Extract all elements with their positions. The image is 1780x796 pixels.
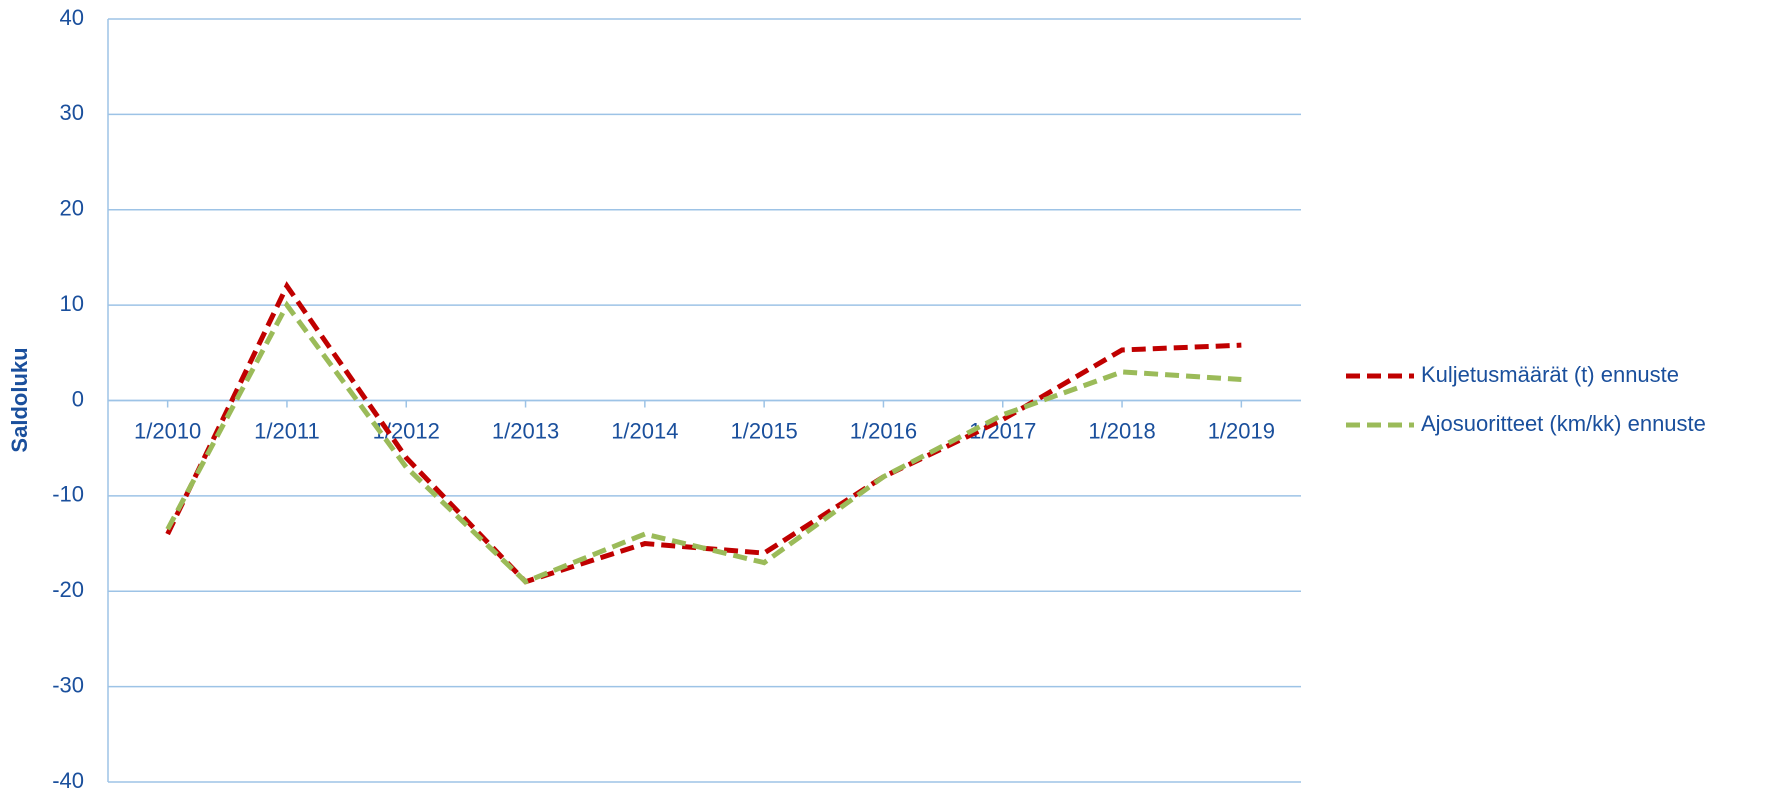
x-tick-label: 1/2010 bbox=[134, 418, 201, 443]
x-tick-label: 1/2018 bbox=[1088, 418, 1155, 443]
x-tick-label: 1/2017 bbox=[969, 418, 1036, 443]
y-tick-label: 10 bbox=[60, 291, 84, 316]
x-tick-label: 1/2016 bbox=[850, 418, 917, 443]
y-tick-label: -40 bbox=[52, 768, 84, 793]
y-tick-label: 0 bbox=[72, 386, 84, 411]
y-tick-label: -10 bbox=[52, 482, 84, 507]
series-line bbox=[165, 300, 1242, 585]
y-axis-label: Saldoluku bbox=[7, 347, 32, 452]
y-tick-label: 40 bbox=[60, 5, 84, 30]
y-tick-label: -20 bbox=[52, 577, 84, 602]
y-tick-label: 30 bbox=[60, 100, 84, 125]
y-tick-label: -30 bbox=[52, 672, 84, 697]
x-tick-label: 1/2014 bbox=[611, 418, 678, 443]
x-tick-label: 1/2011 bbox=[254, 418, 320, 443]
x-tick-label: 1/2015 bbox=[731, 418, 798, 443]
legend-label: Kuljetusmäärät (t) ennuste bbox=[1421, 362, 1679, 387]
x-tick-label: 1/2013 bbox=[492, 418, 559, 443]
x-tick-label: 1/2019 bbox=[1208, 418, 1275, 443]
series-line bbox=[165, 281, 1242, 585]
legend-label: Ajosuoritteet (km/kk) ennuste bbox=[1421, 411, 1706, 436]
y-tick-label: 20 bbox=[60, 196, 84, 221]
